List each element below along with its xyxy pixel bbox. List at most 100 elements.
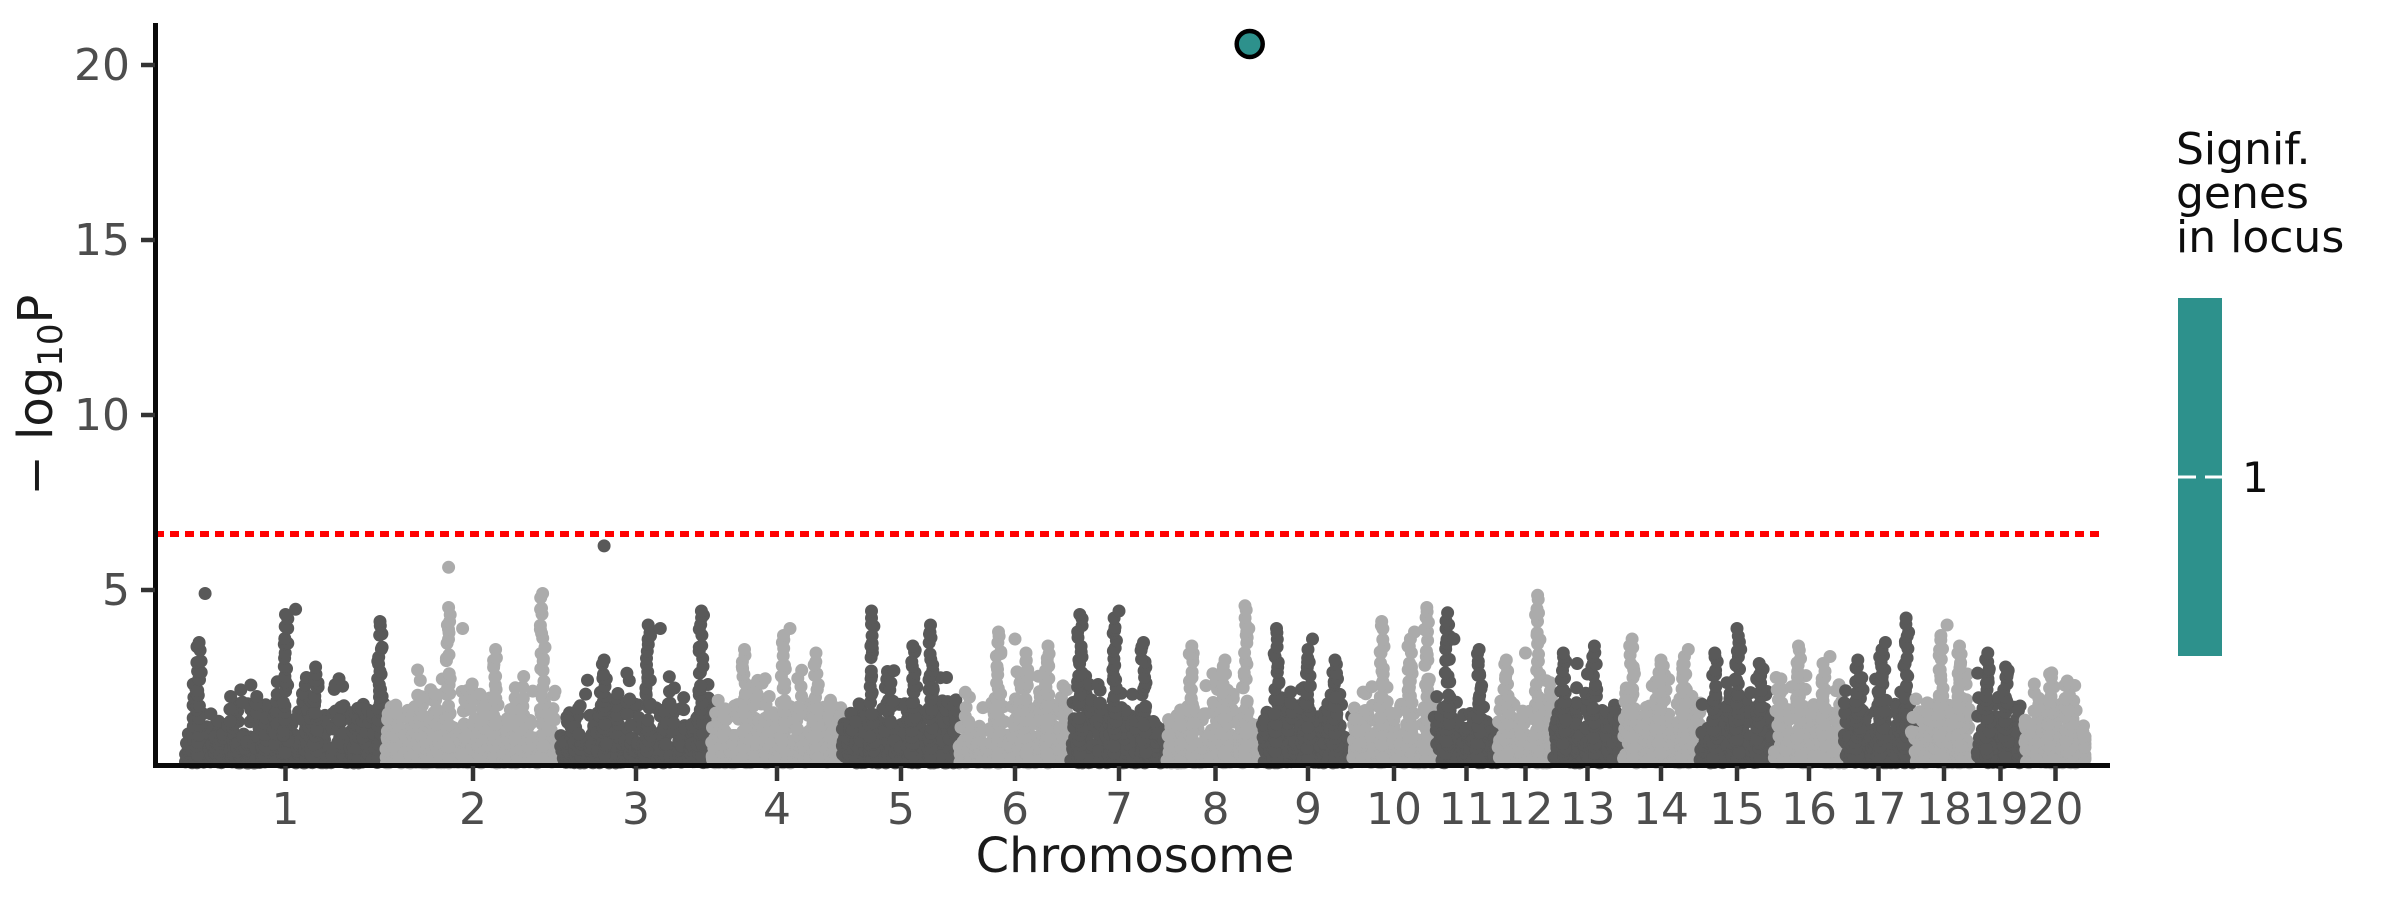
snp-point xyxy=(597,539,611,553)
snp-point xyxy=(1206,667,1220,681)
snp-point xyxy=(886,694,900,708)
snp-point xyxy=(597,667,610,681)
snp-point xyxy=(923,647,937,661)
snp-point xyxy=(1544,676,1557,690)
snp-point xyxy=(1373,711,1387,725)
snp-point xyxy=(623,692,637,706)
snp-point xyxy=(1376,751,1390,765)
snp-point xyxy=(1420,601,1434,614)
snp-point xyxy=(1268,745,1282,758)
snp-point xyxy=(667,716,681,730)
snp-point xyxy=(538,706,552,720)
snp-point xyxy=(795,663,809,677)
snp-point xyxy=(516,691,530,705)
snp-point xyxy=(1408,625,1421,639)
snp-point xyxy=(279,608,292,621)
snp-point xyxy=(1554,673,1568,687)
snp-point xyxy=(811,752,825,765)
snp-point xyxy=(389,698,403,712)
snp-point xyxy=(659,737,673,751)
snp-point xyxy=(1306,632,1319,646)
snp-point xyxy=(1303,679,1317,693)
snp-point xyxy=(884,676,898,690)
snp-point xyxy=(1348,712,1362,726)
snp-point xyxy=(824,693,837,707)
snp-point xyxy=(738,643,751,656)
snp-point xyxy=(1206,696,1220,709)
snp-point xyxy=(949,693,963,707)
snp-point xyxy=(1269,717,1283,731)
snp-point xyxy=(620,707,634,721)
snp-point xyxy=(1570,657,1584,670)
snp-point xyxy=(1470,736,1484,750)
snp-point xyxy=(244,678,258,692)
snp-point xyxy=(1238,599,1252,613)
snp-point xyxy=(1328,653,1342,667)
snp-point xyxy=(413,673,427,687)
snp-point xyxy=(695,639,709,653)
snp-point xyxy=(441,750,455,764)
snp-point xyxy=(641,618,655,632)
snp-point xyxy=(1329,691,1343,704)
snp-point xyxy=(1376,633,1390,646)
snp-point xyxy=(440,735,454,749)
snp-point xyxy=(1269,735,1283,749)
snp-point xyxy=(1472,643,1486,656)
snp-point xyxy=(865,604,878,618)
snp-point xyxy=(1587,639,1601,653)
snp-point xyxy=(224,690,238,703)
snp-point xyxy=(1530,602,1544,616)
snp-point xyxy=(473,687,487,701)
snp-point xyxy=(1556,646,1570,660)
snp-point xyxy=(535,601,548,615)
snp-point xyxy=(1532,647,1545,661)
snp-point xyxy=(924,618,937,632)
snp-point xyxy=(739,686,753,700)
snp-point xyxy=(1587,731,1600,745)
snp-point xyxy=(572,727,586,741)
snp-point xyxy=(488,670,502,684)
snp-point xyxy=(976,724,990,738)
snp-point xyxy=(865,707,879,721)
snp-point xyxy=(583,708,597,722)
snp-point xyxy=(908,710,922,724)
snp-point xyxy=(1474,682,1488,696)
snp-point xyxy=(1472,692,1486,706)
snp-point xyxy=(192,636,206,649)
snp-point xyxy=(1199,679,1213,693)
snp-point xyxy=(581,673,594,687)
snp-point xyxy=(925,703,939,717)
snp-point xyxy=(442,718,456,732)
snp-point xyxy=(864,664,878,678)
snp-point xyxy=(1447,632,1461,646)
snp-point xyxy=(1238,646,1252,660)
snp-point xyxy=(1558,695,1572,709)
snp-point xyxy=(1041,713,1055,726)
snp-point xyxy=(1519,646,1532,660)
snp-point xyxy=(1625,731,1639,745)
snp-point xyxy=(667,681,681,695)
snp-point xyxy=(1347,701,1361,715)
snp-point xyxy=(774,731,788,744)
snp-point xyxy=(1430,690,1444,704)
snp-point xyxy=(1125,687,1139,701)
snp-point xyxy=(848,715,862,729)
snp-point xyxy=(1442,688,1456,702)
snp-point xyxy=(809,646,823,660)
snp-point xyxy=(309,660,323,674)
snp-point xyxy=(1439,735,1453,748)
snp-point xyxy=(790,722,804,736)
snp-point xyxy=(1442,652,1456,666)
snp-point xyxy=(1185,639,1199,653)
snp-point xyxy=(234,683,248,697)
snp-point xyxy=(1301,643,1315,656)
snp-point xyxy=(1267,707,1281,721)
snp-point xyxy=(456,622,470,635)
snp-point xyxy=(332,713,346,727)
snp-point xyxy=(1137,636,1150,649)
snp-point xyxy=(620,666,634,680)
snp-point xyxy=(1060,683,1074,697)
snp-point xyxy=(332,672,346,686)
snp-point xyxy=(1419,644,1433,658)
